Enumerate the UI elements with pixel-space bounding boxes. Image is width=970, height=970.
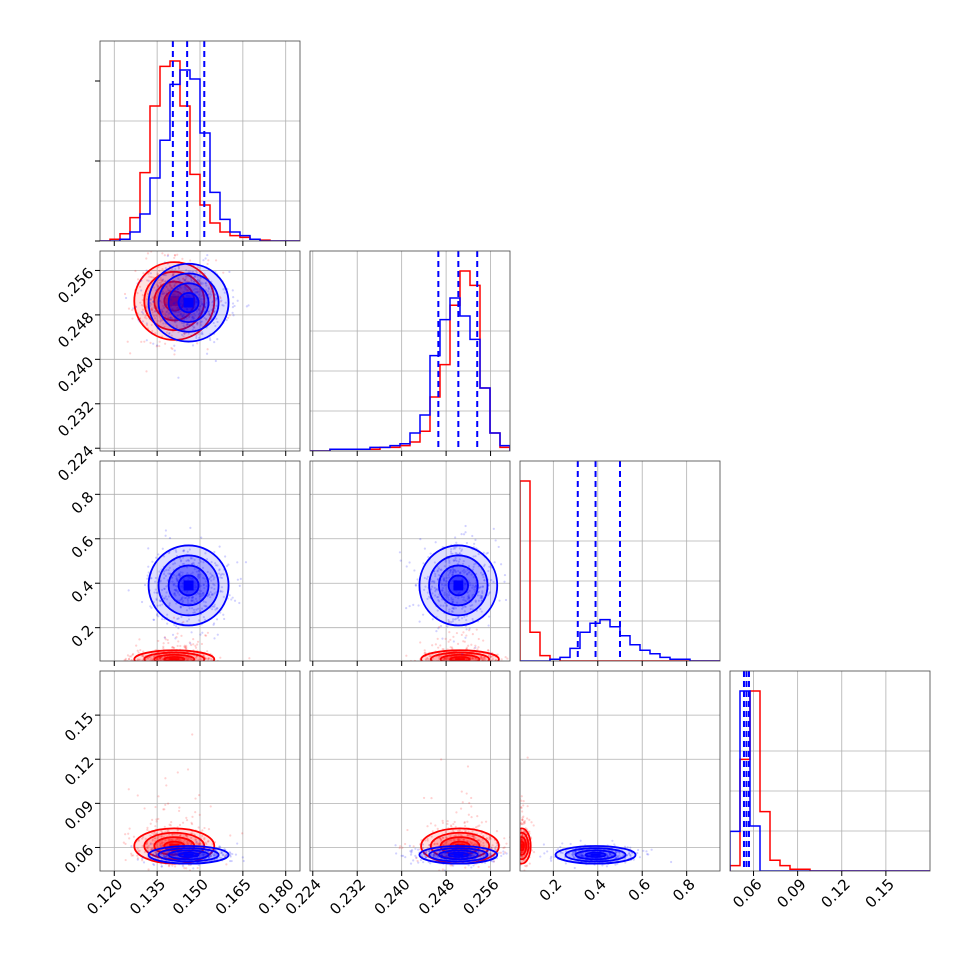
density-peak-blue-3-0 bbox=[183, 853, 194, 856]
panel-3-1: 0.224 0.232 0.240 0.248 0.256 bbox=[282, 670, 511, 918]
density-peak-red-2-0 bbox=[169, 658, 180, 661]
panel-0-0 bbox=[95, 40, 301, 246]
ytick-label-2-3: 0.8 bbox=[68, 488, 98, 518]
ytick-label-2-0: 0.2 bbox=[68, 621, 98, 651]
ytick-label-3-1: 0.09 bbox=[61, 797, 97, 833]
hist-blue-1 bbox=[310, 297, 510, 451]
hist-red-2 bbox=[520, 480, 720, 661]
axes-frame-3-2 bbox=[519, 670, 721, 872]
panel-3-3: 0.06 0.09 0.12 0.15 bbox=[729, 670, 931, 912]
xtick-label-3-1: 0.09 bbox=[773, 875, 809, 911]
density-peak-blue-1-0 bbox=[183, 297, 194, 308]
ytick-label-1-4: 0.256 bbox=[54, 264, 97, 307]
panel-2-1 bbox=[309, 460, 511, 666]
panel-2-2 bbox=[519, 460, 721, 666]
xtick-label-1-3: 0.248 bbox=[415, 875, 458, 918]
axes-frame-3-1 bbox=[309, 670, 511, 872]
xtick-label-2-1: 0.4 bbox=[580, 875, 610, 905]
panel-1-1 bbox=[309, 250, 511, 456]
ytick-label-3-2: 0.12 bbox=[61, 753, 97, 789]
xtick-label-3-3: 0.15 bbox=[862, 875, 898, 911]
xtick-label-3-0: 0.06 bbox=[729, 875, 765, 911]
ytick-label-2-1: 0.4 bbox=[68, 577, 98, 607]
axes-frame-1-1 bbox=[309, 250, 511, 452]
density-peak-red-2-1 bbox=[455, 658, 465, 661]
ytick-label-2-2: 0.6 bbox=[68, 532, 98, 562]
density-peak-blue-3-1 bbox=[453, 853, 464, 856]
xtick-label-1-4: 0.256 bbox=[459, 875, 502, 918]
density-peak-blue-2-0 bbox=[183, 580, 194, 591]
xtick-label-2-3: 0.8 bbox=[669, 875, 699, 905]
xtick-label-2-2: 0.6 bbox=[625, 875, 655, 905]
axes-frame-2-1 bbox=[309, 460, 511, 662]
ytick-label-3-3: 0.15 bbox=[61, 709, 97, 745]
density-peak-blue-2-1 bbox=[453, 580, 464, 591]
panel-3-0: 0.060.090.120.150.120 0.135 0.150 0.165 0.18… bbox=[61, 670, 301, 918]
ytick-label-1-1: 0.232 bbox=[54, 397, 97, 440]
hist-blue-0 bbox=[100, 69, 300, 241]
xtick-label-0-0: 0.120 bbox=[83, 875, 126, 918]
xtick-label-1-2: 0.240 bbox=[371, 875, 414, 918]
ytick-label-1-0: 0.224 bbox=[54, 442, 97, 485]
density-peak-red-1-0 bbox=[169, 296, 180, 306]
density-peak-red-3-2 bbox=[520, 843, 523, 849]
axes-frame-3-3 bbox=[729, 670, 931, 872]
xtick-label-2-0: 0.2 bbox=[536, 875, 566, 905]
density-peak-blue-3-2 bbox=[590, 853, 601, 856]
xtick-label-3-2: 0.12 bbox=[817, 875, 853, 911]
panel-2-0: 0.2 0.4 0.6 0.8 bbox=[68, 460, 301, 666]
xtick-label-1-1: 0.232 bbox=[326, 875, 369, 918]
xtick-label-0-2: 0.150 bbox=[169, 875, 212, 918]
ytick-label-1-3: 0.248 bbox=[54, 309, 97, 352]
axes-frame-2-2 bbox=[519, 460, 721, 662]
ytick-label-1-2: 0.240 bbox=[54, 353, 97, 396]
xtick-label-0-1: 0.135 bbox=[126, 875, 169, 918]
hist-blue-3 bbox=[730, 690, 930, 871]
ytick-label-3-0: 0.06 bbox=[61, 841, 97, 877]
xtick-label-0-3: 0.165 bbox=[212, 875, 255, 918]
panel-3-2: 0.2 0.4 0.6 0.8 bbox=[519, 670, 721, 905]
